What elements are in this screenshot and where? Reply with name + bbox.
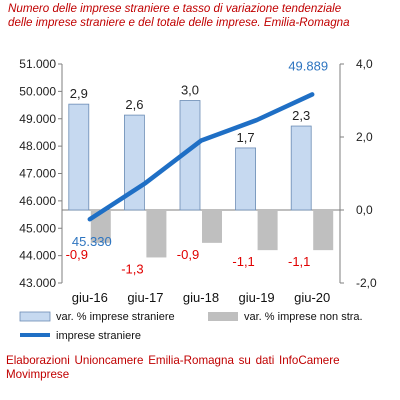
data-label-straniere: 2,9	[70, 86, 88, 101]
right-tick-label: -2,0	[356, 276, 377, 290]
data-label-straniere: 1,7	[237, 130, 255, 145]
x-tick-label: giu-17	[127, 290, 163, 305]
chart-title-line-1: Numero delle imprese straniere e tasso d…	[8, 2, 342, 15]
bar-straniere	[290, 125, 312, 211]
bar-non-straniere	[313, 210, 334, 251]
bar-non-straniere	[90, 210, 111, 243]
chart-title: Numero delle imprese straniere e tasso d…	[8, 2, 396, 30]
source-note: Elaborazioni Unioncamere Emilia-Romagna …	[6, 354, 340, 381]
left-tick-label: 45.000	[19, 221, 56, 235]
bar-non-straniere	[146, 210, 167, 258]
legend-swatch-non-straniere	[208, 312, 238, 321]
right-tick-label: 2,0	[356, 130, 373, 144]
x-tick-label: giu-19	[239, 290, 275, 305]
data-label-straniere: 2,6	[125, 97, 143, 112]
data-label-non-straniere: -0,9	[177, 247, 199, 262]
left-tick-label: 44.000	[19, 249, 56, 263]
left-tick-label: 50.000	[19, 84, 56, 98]
bar-non-straniere	[257, 210, 278, 251]
left-tick-label: 48.000	[19, 139, 56, 153]
x-tick-label: giu-18	[183, 290, 219, 305]
bar-straniere	[68, 103, 90, 211]
legend-swatch-straniere	[19, 311, 51, 322]
data-label-non-straniere: -1,3	[121, 261, 143, 276]
data-label-straniere: 3,0	[181, 83, 199, 98]
line-label-end: 49.889	[288, 58, 328, 73]
data-label-non-straniere: -0,9	[66, 247, 88, 262]
x-tick-label: giu-16	[72, 290, 108, 305]
legend-label-non-straniere: var. % imprese non stra.	[244, 311, 363, 323]
line-label-start: 45.330	[72, 234, 112, 249]
x-tick-label: giu-20	[294, 290, 330, 305]
left-tick-label: 49.000	[19, 112, 56, 126]
line-imprese-straniere	[87, 92, 315, 222]
left-tick-label: 46.000	[19, 194, 56, 208]
left-tick-label: 47.000	[19, 167, 56, 181]
chart-title-line-2: delle imprese straniere e del totale del…	[8, 16, 350, 29]
data-label-non-straniere: -1,1	[288, 254, 310, 269]
left-tick-label: 51.000	[19, 57, 56, 71]
legend-label-line: imprese straniere	[56, 330, 141, 342]
data-label-non-straniere: -1,1	[232, 254, 254, 269]
legend-label-straniere: var. % imprese straniere	[56, 311, 175, 323]
bar-non-straniere	[202, 210, 222, 243]
right-tick-label: 0,0	[356, 203, 373, 217]
data-label-straniere: 2,3	[292, 108, 310, 123]
left-tick-label: 43.000	[19, 276, 56, 290]
right-tick-label: 4,0	[356, 57, 373, 71]
bar-straniere	[235, 147, 257, 211]
